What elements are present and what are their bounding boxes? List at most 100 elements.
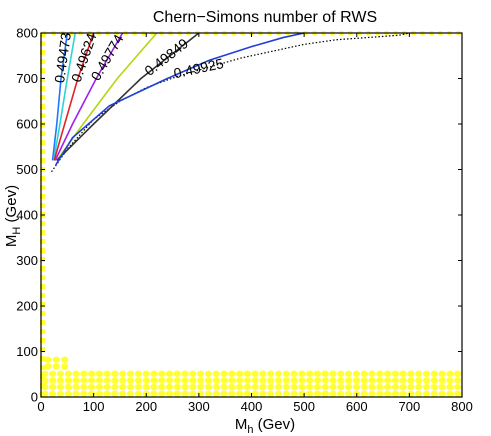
y-tick-label: 0	[31, 390, 38, 405]
highlight-marker	[126, 390, 135, 397]
highlight-marker	[337, 370, 345, 377]
highlight-marker	[80, 377, 88, 384]
highlight-marker	[391, 377, 399, 384]
highlight-marker	[329, 383, 337, 391]
highlight-marker	[321, 370, 329, 377]
highlight-marker	[72, 370, 80, 377]
x-tick-label: 0	[37, 399, 44, 414]
highlight-marker	[259, 370, 267, 377]
highlight-marker	[236, 377, 244, 384]
highlight-marker	[61, 356, 69, 363]
highlight-marker	[282, 390, 290, 397]
highlight-marker	[446, 383, 454, 391]
highlight-marker	[80, 383, 88, 391]
highlight-marker	[290, 370, 298, 377]
highlight-marker	[274, 390, 283, 397]
highlight-marker	[189, 377, 197, 384]
highlight-marker	[251, 377, 259, 384]
highlight-marker	[103, 390, 111, 397]
highlight-marker	[173, 390, 181, 397]
highlight-marker	[345, 390, 353, 397]
highlight-marker	[430, 383, 438, 391]
contour-label: 0.49925	[172, 55, 225, 81]
highlight-marker	[64, 390, 72, 397]
highlight-marker	[95, 370, 104, 377]
highlight-marker	[282, 377, 290, 384]
highlight-marker	[49, 383, 57, 391]
highlight-bottom-band	[41, 370, 462, 397]
contour-line	[51, 32, 69, 161]
highlight-marker	[399, 383, 407, 391]
highlight-marker	[438, 377, 446, 384]
highlight-marker	[337, 377, 345, 384]
highlight-marker	[220, 377, 228, 384]
highlight-marker	[251, 383, 259, 391]
highlight-marker	[352, 383, 361, 391]
highlight-marker	[313, 383, 322, 391]
highlight-marker	[165, 370, 174, 377]
highlight-marker	[173, 370, 181, 377]
highlight-marker	[383, 390, 392, 397]
highlight-marker	[313, 390, 322, 397]
highlight-marker	[306, 377, 314, 384]
highlight-marker	[103, 370, 111, 377]
highlight-marker	[259, 383, 267, 391]
x-tick-label: 600	[346, 399, 368, 414]
highlight-marker	[236, 390, 244, 397]
highlight-marker	[88, 390, 96, 397]
highlight-marker	[158, 377, 166, 384]
highlight-marker	[313, 377, 322, 384]
highlight-marker	[360, 390, 368, 397]
highlight-marker	[422, 377, 431, 384]
highlight-marker	[220, 390, 228, 397]
highlight-marker	[220, 370, 228, 377]
highlight-marker	[446, 390, 454, 397]
highlight-marker	[274, 383, 283, 391]
highlight-marker	[126, 377, 135, 384]
highlight-marker	[204, 383, 213, 391]
highlight-marker	[407, 377, 415, 384]
highlight-marker	[52, 363, 60, 370]
highlight-marker	[282, 370, 290, 377]
highlight-marker	[204, 377, 213, 384]
y-axis-ticks: 0 100 200 300 400 500 600 700 800	[16, 26, 462, 405]
highlight-marker	[368, 377, 376, 384]
highlight-marker	[49, 377, 57, 384]
highlight-marker	[251, 390, 259, 397]
highlight-marker	[142, 377, 150, 384]
highlight-marker	[126, 370, 135, 377]
highlight-marker	[415, 390, 423, 397]
highlight-marker	[345, 383, 353, 391]
highlight-marker	[72, 377, 80, 384]
y-axis-label: MH (Gev)	[3, 185, 23, 247]
y-tick-label: 200	[16, 299, 38, 314]
x-axis-label: Mh (Gev)	[235, 416, 295, 436]
highlight-marker	[212, 377, 220, 384]
contour-line	[55, 32, 305, 166]
highlight-marker	[158, 383, 166, 391]
highlight-marker	[430, 370, 438, 377]
highlight-marker	[142, 370, 150, 377]
highlight-marker	[321, 390, 329, 397]
highlight-marker	[290, 383, 298, 391]
highlight-marker	[430, 377, 438, 384]
highlight-marker	[399, 390, 407, 397]
highlight-marker	[64, 383, 72, 391]
x-axis-ticks: 0 100 200 300 400 500 600 700 800	[37, 33, 473, 414]
highlight-marker	[290, 390, 298, 397]
highlight-marker	[438, 383, 446, 391]
highlight-marker	[251, 370, 259, 377]
highlight-marker	[181, 377, 189, 384]
y-tick-label: 400	[16, 208, 38, 223]
highlight-marker	[415, 383, 423, 391]
highlight-marker	[267, 377, 275, 384]
highlight-marker	[134, 377, 142, 384]
x-tick-label: 300	[188, 399, 210, 414]
highlight-small-block	[44, 356, 69, 370]
highlight-marker	[49, 370, 57, 377]
highlight-marker	[56, 370, 65, 377]
highlight-marker	[422, 370, 431, 377]
highlight-marker	[383, 377, 392, 384]
x-tick-label: 700	[399, 399, 421, 414]
